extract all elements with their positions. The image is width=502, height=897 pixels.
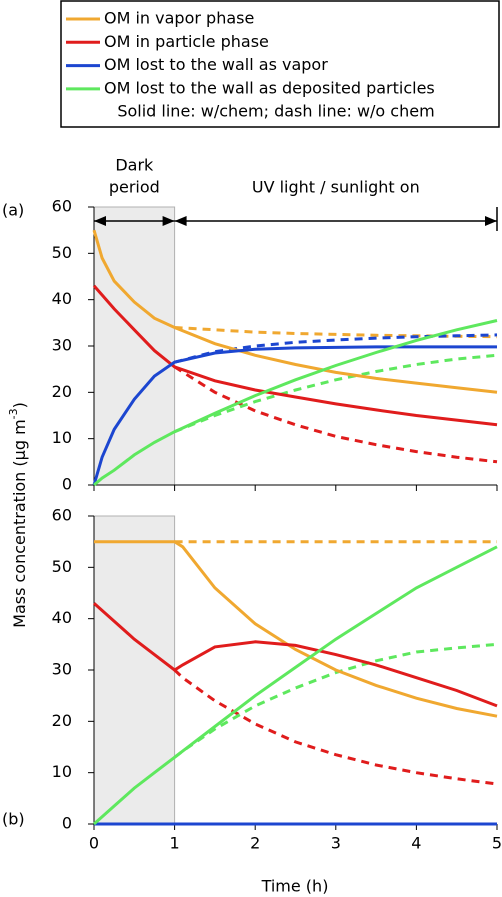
line-series-dashed [173, 668, 498, 786]
y-tick-label: 0 [62, 475, 72, 494]
line-series-dashed [173, 365, 498, 464]
x-tick-label: 0 [89, 834, 99, 853]
arrow-head [94, 216, 106, 226]
y-tick-label: 0 [62, 814, 72, 833]
arrow-head [162, 216, 175, 226]
panel-label: (a) [2, 201, 24, 220]
y-tick-label: 50 [52, 557, 72, 576]
y-tick-label: 60 [52, 197, 72, 216]
annotation: UV light / sunlight on [252, 178, 420, 197]
y-tick-label: 50 [52, 243, 72, 262]
line-series-dashed [174, 353, 498, 434]
line-series [93, 602, 498, 708]
y-tick-label: 60 [52, 506, 72, 525]
y-tick-label: 20 [52, 382, 72, 401]
legend-label: OM lost to the wall as vapor [104, 55, 328, 74]
line-series [92, 345, 497, 486]
line-series [92, 284, 498, 427]
annotation: period [109, 178, 160, 197]
legend-label: OM lost to the wall as deposited particl… [104, 78, 435, 97]
y-axis-title-main: Mass concentration (µg m [10, 419, 29, 628]
legend-label: OM in vapor phase [104, 9, 254, 28]
arrow-head [485, 216, 497, 226]
legend-box [60, 0, 500, 128]
y-axis-title-end: ) [10, 402, 29, 408]
x-tick-label: 5 [492, 834, 502, 853]
y-axis-title: Mass concentration (µg m-3) [7, 402, 29, 628]
x-tick-label: 4 [411, 834, 421, 853]
line-series [93, 319, 498, 487]
panel-label: (b) [2, 810, 25, 829]
legend-label: OM in particle phase [104, 32, 269, 51]
line-series [92, 229, 498, 394]
arrow-head [174, 216, 187, 226]
y-axis-title-sup: -3 [7, 408, 20, 419]
x-tick-label: 3 [331, 834, 341, 853]
shaded-region [93, 206, 176, 486]
y-tick-label: 30 [52, 336, 72, 355]
x-tick-label: 2 [250, 834, 260, 853]
line-series-dashed [173, 642, 498, 759]
y-tick-label: 10 [52, 428, 72, 447]
y-tick-label: 30 [52, 660, 72, 679]
shaded-region [93, 515, 176, 825]
x-axis-title: Time (h) [261, 877, 329, 896]
y-tick-label: 40 [52, 289, 72, 308]
line-series-dashed [174, 333, 498, 364]
line-series [93, 545, 498, 826]
y-tick-label: 20 [52, 711, 72, 730]
annotation: Dark [115, 156, 154, 175]
x-tick-label: 1 [170, 834, 180, 853]
legend-note: Solid line: w/chem; dash line: w/o chem [117, 102, 434, 121]
y-tick-label: 40 [52, 608, 72, 627]
y-tick-label: 10 [52, 762, 72, 781]
line-series [94, 540, 498, 718]
